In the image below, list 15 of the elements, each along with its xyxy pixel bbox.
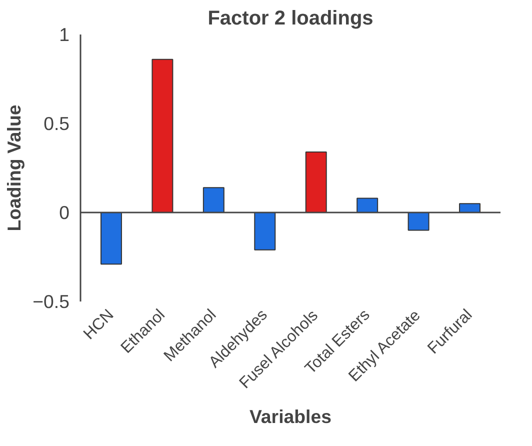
y-tick-label: −0.5	[32, 291, 70, 312]
bar	[305, 151, 327, 213]
bar	[202, 187, 224, 213]
x-axis-title: Variables	[250, 406, 332, 428]
bar	[152, 58, 174, 213]
y-tick-label: 1	[59, 24, 70, 45]
bar	[408, 212, 430, 231]
bar	[254, 212, 276, 250]
chart-title: Factor 2 loadings	[208, 8, 374, 30]
bar	[459, 203, 481, 213]
y-axis-title: Loading Value	[4, 104, 25, 232]
bar	[100, 212, 122, 265]
bar	[356, 198, 378, 213]
y-tick-label: 0	[59, 202, 70, 223]
y-tick-label: 0.5	[44, 113, 70, 134]
